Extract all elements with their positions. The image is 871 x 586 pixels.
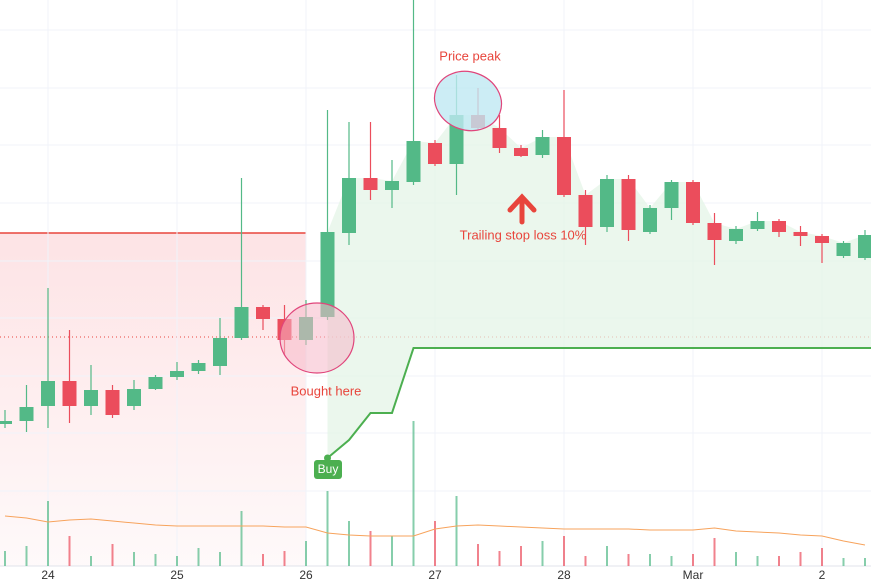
- volume-bar: [412, 421, 415, 566]
- volume-bar: [455, 496, 458, 566]
- candle-body: [836, 243, 851, 256]
- volume-bar: [326, 491, 329, 566]
- candle-body: [707, 223, 722, 240]
- candle-body: [342, 178, 356, 233]
- candle-body: [428, 143, 442, 164]
- volume-bar: [670, 556, 673, 566]
- candle-body: [127, 389, 141, 406]
- volume-bar: [4, 551, 6, 566]
- buy-highlight: [279, 302, 355, 374]
- volume-bar: [176, 556, 178, 566]
- candle-body: [170, 371, 184, 377]
- buy-badge: [314, 460, 342, 479]
- candle-body: [686, 182, 700, 223]
- volume-bar: [348, 521, 350, 566]
- volume-bar: [520, 546, 522, 566]
- volume-ma-line: [4, 515, 866, 546]
- volume-bar: [821, 548, 823, 566]
- volume-bar: [111, 544, 114, 566]
- volume-bar: [133, 552, 135, 566]
- annotation: Price peak: [439, 48, 501, 63]
- x-tick-label: 26: [299, 568, 313, 582]
- candle-body: [256, 307, 270, 319]
- volume-bar: [219, 552, 221, 566]
- x-tick-label: Mar: [683, 568, 704, 582]
- candle-body: [0, 421, 12, 424]
- candle-body: [84, 390, 98, 406]
- volume-bar: [606, 546, 608, 566]
- candle-body: [406, 141, 421, 182]
- candle-body: [41, 381, 55, 406]
- candle-body: [514, 148, 528, 156]
- candle-body: [535, 137, 550, 155]
- volume-bar: [68, 536, 71, 566]
- volume-bar: [864, 558, 866, 566]
- volume-bar: [25, 546, 28, 566]
- volume-bar: [778, 556, 780, 566]
- x-tick-label: 2: [819, 568, 826, 582]
- stop-start: [324, 454, 331, 462]
- volume-bar: [369, 531, 372, 566]
- volume-bar: [541, 541, 544, 566]
- volume-bar: [692, 554, 694, 566]
- candle-body: [621, 179, 636, 230]
- volume-bar: [197, 548, 200, 566]
- volume-bar: [756, 556, 759, 566]
- x-tick-label: 28: [557, 568, 571, 582]
- volume-bar: [90, 556, 92, 566]
- candle-body: [105, 390, 120, 415]
- x-tick-label: 27: [428, 568, 442, 582]
- buy-label: Buy: [318, 462, 339, 476]
- volume-bar: [842, 558, 845, 566]
- volume-bar: [563, 536, 565, 566]
- volume-bar: [799, 552, 802, 566]
- volume-bar: [713, 538, 716, 566]
- volume-bar: [477, 544, 479, 566]
- candle-body: [772, 221, 786, 232]
- candle-body: [385, 181, 399, 190]
- candle-body: [729, 229, 743, 241]
- volume-bar: [584, 556, 587, 566]
- volume-bar: [649, 554, 651, 566]
- volume-bar: [627, 554, 630, 566]
- volume-bar: [154, 554, 157, 566]
- candle-body: [750, 221, 765, 229]
- volume-bar: [498, 551, 501, 566]
- candle-body: [320, 232, 335, 317]
- candle-body: [19, 407, 34, 421]
- candle-body: [62, 381, 77, 406]
- candle-body: [148, 377, 163, 389]
- x-tick-label: 24: [41, 568, 55, 582]
- annotation: Trailing stop loss 10%: [460, 227, 587, 242]
- candle-body: [858, 235, 871, 258]
- candle-body: [793, 232, 808, 236]
- trailing-stop-line: [326, 347, 871, 459]
- candle-body: [213, 338, 227, 366]
- candle-body: [191, 363, 206, 371]
- volume-bar: [262, 554, 264, 566]
- arrow-up: [507, 193, 537, 225]
- volume-bar: [391, 536, 393, 566]
- volume-bar: [735, 552, 737, 566]
- volume-bar: [47, 501, 49, 566]
- candle-body: [643, 208, 657, 232]
- candle-body: [234, 307, 249, 338]
- peak-highlight: [433, 70, 503, 132]
- trail-area: [327, 115, 871, 458]
- candle-body: [363, 178, 378, 190]
- candle-body: [557, 137, 571, 195]
- volume-bar: [240, 511, 243, 566]
- candle-body: [578, 195, 593, 227]
- candle-body: [600, 179, 614, 227]
- candle-body: [492, 128, 507, 148]
- annotation: Bought here: [291, 383, 362, 398]
- candle-body: [815, 236, 829, 243]
- volume-bar: [434, 521, 436, 566]
- x-tick-label: 25: [170, 568, 184, 582]
- volume-bar: [283, 551, 286, 566]
- candle-body: [664, 182, 679, 208]
- volume-bar: [305, 541, 307, 566]
